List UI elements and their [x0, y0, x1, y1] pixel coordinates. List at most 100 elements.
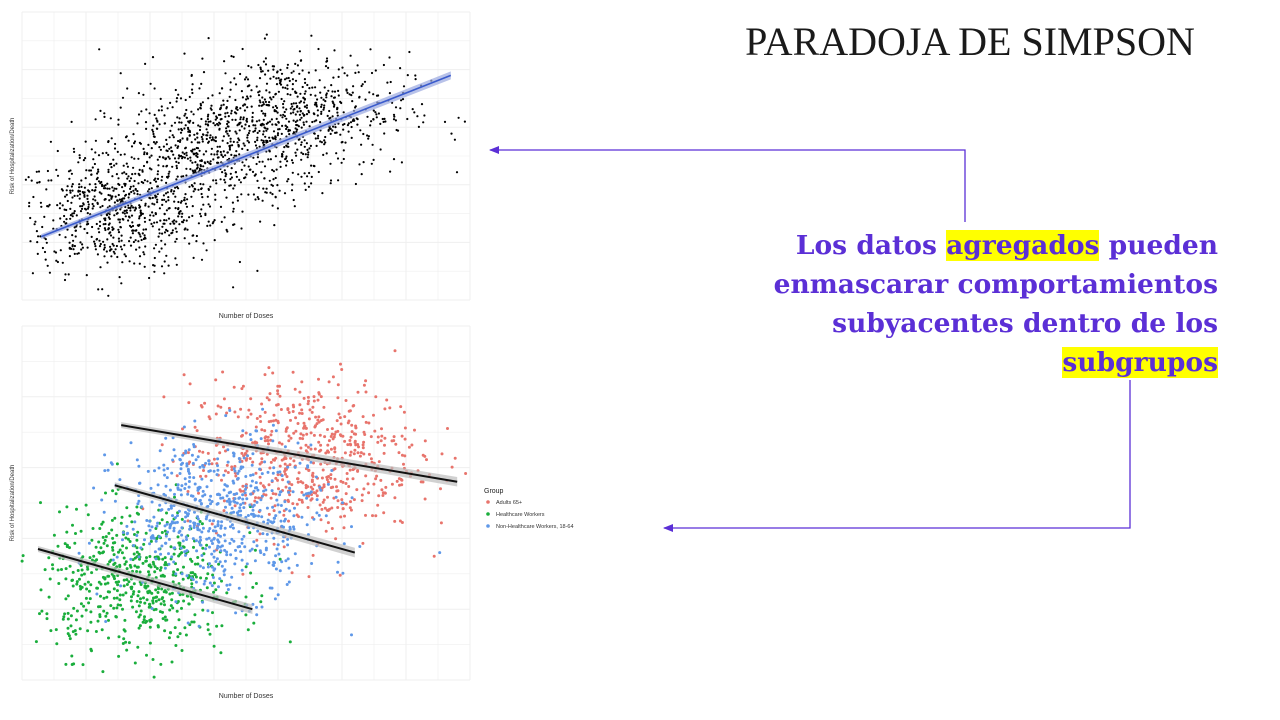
data-point — [307, 399, 310, 403]
aggregate-point — [337, 68, 340, 71]
aggregate-point — [175, 97, 179, 100]
aggregate-point — [163, 222, 166, 225]
aggregate-point — [346, 124, 349, 127]
aggregate-point — [275, 77, 278, 80]
aggregate-point — [138, 262, 141, 265]
aggregate-point — [186, 126, 190, 129]
data-point — [132, 582, 136, 586]
aggregate-point — [329, 116, 332, 119]
aggregate-point — [143, 216, 146, 220]
aggregate-point — [143, 234, 146, 237]
aggregate-point — [199, 102, 202, 105]
aggregate-point — [219, 178, 222, 181]
aggregate-point — [71, 189, 74, 192]
data-point — [282, 457, 286, 461]
data-point — [234, 474, 238, 478]
aggregate-point — [159, 97, 162, 100]
data-point — [255, 417, 259, 420]
aggregate-point — [298, 113, 301, 116]
aggregate-point — [176, 146, 179, 149]
aggregate-point — [242, 104, 245, 107]
aggregate-point — [328, 109, 331, 113]
aggregate-point — [156, 170, 160, 173]
aggregate-point — [149, 214, 152, 217]
data-point — [260, 402, 264, 406]
aggregate-point — [121, 217, 124, 221]
aggregate-point — [210, 147, 213, 150]
aggregate-point — [102, 248, 106, 251]
aggregate-point — [79, 205, 82, 208]
aggregate-point — [68, 241, 71, 244]
aggregate-point — [327, 66, 330, 69]
aggregate-point — [39, 201, 43, 204]
aggregate-point — [181, 155, 184, 159]
aggregate-point — [97, 288, 100, 291]
aggregate-point — [313, 165, 316, 168]
aggregate-point — [236, 199, 239, 202]
aggregate-point — [337, 75, 340, 78]
aggregate-point — [366, 134, 369, 137]
data-point — [183, 626, 187, 630]
aggregate-point — [86, 197, 89, 200]
aggregate-point — [288, 79, 291, 82]
data-point — [205, 543, 209, 547]
aggregate-point — [191, 205, 194, 208]
aggregate-point — [91, 225, 94, 229]
aggregate-point — [78, 197, 81, 200]
aggregate-point — [303, 145, 306, 148]
aggregate-point — [97, 168, 100, 171]
aggregate-point — [258, 99, 261, 102]
data-point — [275, 403, 279, 407]
aggregate-point — [66, 199, 69, 203]
data-point — [283, 462, 287, 466]
aggregate-point — [267, 158, 270, 161]
aggregate-point — [132, 229, 135, 232]
data-point — [253, 440, 257, 444]
data-point — [320, 476, 324, 480]
aggregate-point — [227, 125, 230, 128]
data-point — [288, 463, 292, 467]
aggregate-point — [125, 211, 129, 214]
aggregate-point — [142, 93, 145, 96]
aggregate-point — [284, 158, 287, 161]
data-point — [344, 399, 348, 402]
aggregate-point — [261, 104, 264, 107]
data-point — [249, 397, 253, 401]
aggregate-point — [261, 96, 264, 99]
data-point — [356, 390, 360, 394]
aggregate-point — [309, 144, 312, 147]
aggregate-point — [219, 113, 222, 116]
aggregate-point — [103, 246, 106, 249]
aggregate-point — [176, 116, 179, 119]
aggregate-point — [216, 161, 219, 164]
aggregate-point — [150, 187, 153, 190]
aggregate-point — [227, 115, 230, 118]
data-point — [182, 599, 186, 603]
data-point — [282, 513, 286, 517]
data-point — [312, 461, 315, 465]
data-point — [291, 370, 295, 374]
aggregate-point — [117, 231, 121, 234]
aggregate-point — [127, 219, 130, 222]
aggregate-point — [321, 192, 324, 195]
aggregate-point — [400, 161, 403, 164]
aggregate-point — [296, 64, 299, 67]
aggregate-point — [229, 144, 232, 147]
data-point — [319, 443, 323, 447]
data-point — [126, 537, 130, 541]
aggregate-point — [232, 207, 235, 210]
data-point — [322, 498, 326, 502]
aggregate-point — [111, 175, 114, 178]
aggregate-point — [132, 185, 135, 188]
aggregate-point — [90, 235, 93, 238]
aggregate-point — [116, 255, 119, 259]
aggregate-point — [272, 137, 275, 140]
aggregate-point — [64, 236, 67, 239]
aggregate-point — [130, 190, 133, 194]
data-point — [70, 654, 74, 658]
aggregate-point — [94, 245, 97, 248]
aggregate-point — [191, 161, 194, 164]
aggregate-point — [279, 114, 282, 117]
aggregate-point — [281, 124, 284, 127]
aggregate-point — [304, 105, 307, 108]
